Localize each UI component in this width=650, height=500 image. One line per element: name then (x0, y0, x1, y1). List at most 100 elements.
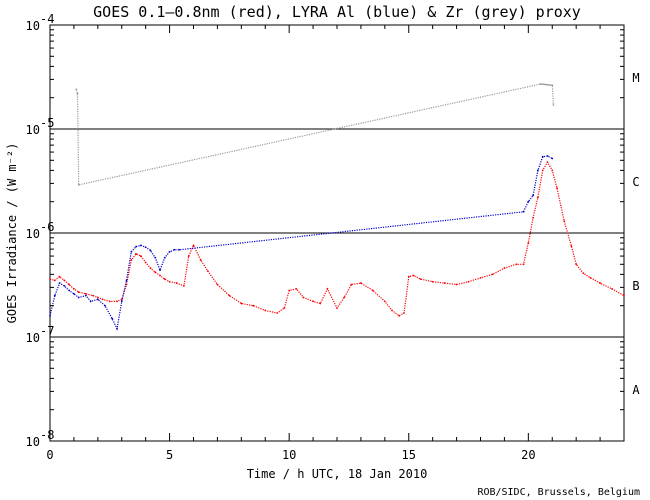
data-point (288, 289, 291, 292)
x-tick-label: 20 (521, 448, 535, 462)
data-point (53, 279, 56, 282)
data-point (96, 298, 99, 301)
series-line (49, 155, 553, 331)
data-point (192, 244, 195, 247)
data-point (443, 282, 446, 284)
data-point (546, 83, 549, 86)
x-tick-label: 10 (282, 448, 296, 462)
data-point (58, 275, 61, 278)
data-point (515, 263, 518, 266)
data-point (199, 259, 202, 261)
y-tick-label: 10 (26, 331, 40, 345)
data-point (187, 255, 190, 257)
flare-class-label: B (632, 279, 639, 293)
data-point (58, 282, 61, 284)
data-point (403, 312, 405, 314)
data-point (589, 277, 592, 279)
data-point (350, 283, 353, 286)
data-point (77, 296, 80, 299)
y-tick-label: 10 (26, 227, 40, 241)
data-point (96, 296, 99, 299)
data-series (49, 83, 625, 331)
data-point (139, 255, 142, 257)
series-0 (49, 161, 625, 317)
data-point (537, 169, 539, 172)
data-point (144, 246, 147, 249)
data-point (76, 92, 79, 95)
x-tick-label: 0 (46, 448, 53, 462)
data-point (431, 280, 434, 283)
data-point (84, 294, 87, 297)
credit-text: ROB/SIDC, Brussels, Belgium (477, 487, 640, 498)
data-point (312, 300, 314, 303)
data-point (159, 269, 161, 271)
data-point (68, 283, 71, 286)
data-point (139, 244, 142, 247)
data-point (111, 317, 114, 320)
data-point (89, 300, 92, 303)
data-point (154, 256, 157, 259)
data-point (548, 84, 551, 86)
data-point (116, 327, 118, 330)
data-point (371, 289, 374, 292)
data-point (552, 104, 555, 106)
data-point (264, 309, 267, 312)
flare-class-lines (50, 128, 624, 338)
data-point (173, 248, 176, 251)
data-point (532, 194, 535, 197)
data-point (125, 279, 128, 282)
data-point (537, 196, 539, 199)
data-point (108, 300, 111, 303)
data-point (149, 267, 152, 269)
data-point (532, 216, 535, 219)
data-point (527, 242, 530, 244)
data-point (398, 314, 401, 317)
series-1 (49, 155, 554, 331)
data-point (77, 184, 80, 186)
data-point (295, 288, 298, 290)
y-axis-ticks: 10-810-710-610-510-4 (26, 12, 624, 449)
data-point (276, 312, 279, 314)
chart-title: GOES 0.1–0.8nm (red), LYRA Al (blue) & Z… (93, 3, 581, 21)
data-point (546, 161, 549, 164)
data-point (178, 248, 181, 251)
series-2 (75, 83, 555, 186)
y-tick-exponent: -4 (40, 12, 54, 26)
series-line (49, 161, 625, 317)
data-point (455, 283, 458, 286)
x-tick-label: 5 (166, 448, 173, 462)
data-point (570, 245, 573, 247)
data-point (563, 220, 566, 223)
data-point (522, 263, 525, 266)
data-point (527, 200, 530, 203)
y-tick-exponent: -7 (40, 324, 54, 338)
flare-class-label: C (632, 175, 639, 189)
data-point (104, 304, 106, 307)
data-point (68, 289, 71, 292)
data-point (419, 278, 422, 281)
data-point (154, 271, 157, 274)
data-point (491, 273, 494, 276)
flare-class-labels: A B C M (632, 71, 640, 397)
data-point (75, 88, 78, 91)
data-point (53, 294, 56, 297)
data-point (479, 277, 482, 279)
data-point (546, 155, 549, 157)
data-point (582, 272, 585, 275)
data-point (101, 298, 104, 301)
data-point (611, 288, 613, 290)
data-point (412, 274, 415, 277)
data-point (522, 210, 525, 213)
data-point (551, 169, 554, 172)
y-axis-label: GOES Irradiance / (W m⁻²) (5, 143, 19, 324)
data-point (623, 294, 625, 297)
data-point (503, 267, 506, 269)
data-point (130, 259, 133, 261)
data-point (407, 275, 410, 278)
data-point (49, 314, 51, 317)
data-point (135, 245, 138, 248)
data-point (544, 83, 546, 86)
y-tick-label: 10 (26, 123, 40, 137)
data-point (144, 261, 147, 264)
